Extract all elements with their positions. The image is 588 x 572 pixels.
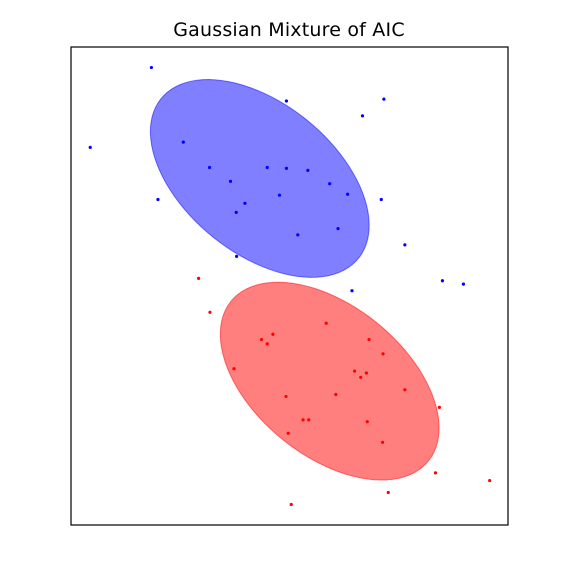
data-point-s2-10 [353,369,356,372]
data-point-s1-13 [328,182,331,185]
data-point-s1-1 [150,66,153,69]
data-point-s2-4 [271,333,274,336]
data-point-s2-8 [381,352,384,355]
data-point-s1-25 [350,289,353,292]
data-point-s1-4 [382,98,385,101]
data-point-s1-17 [243,202,246,205]
data-point-s1-21 [403,243,406,246]
data-point-s2-18 [307,418,310,421]
data-point-s2-14 [334,393,337,396]
data-point-s1-16 [380,198,383,201]
data-point-s1-10 [285,167,288,170]
data-point-s1-3 [285,99,288,102]
data-point-s2-25 [290,503,293,506]
data-point-s2-21 [381,441,384,444]
ellipse-layer [150,80,439,480]
data-point-s1-7 [156,198,159,201]
data-point-s2-17 [301,418,304,421]
data-point-s2-6 [367,338,370,341]
data-point-s2-5 [260,338,263,341]
data-point-s2-13 [403,388,406,391]
data-point-s1-8 [208,166,211,169]
component-ellipse-1 [150,80,369,278]
data-point-s2-23 [488,479,491,482]
data-point-s1-15 [346,193,349,196]
data-point-s2-7 [266,342,269,345]
data-point-s2-3 [325,322,328,325]
data-point-s2-19 [366,420,369,423]
data-point-s1-12 [229,180,232,183]
data-point-s1-20 [296,233,299,236]
data-point-s2-11 [365,371,368,374]
data-point-s2-12 [359,376,362,379]
data-point-s1-14 [278,194,281,197]
data-point-s1-11 [306,169,309,172]
data-point-s1-5 [361,114,364,117]
data-point-s2-9 [232,367,235,370]
data-point-s2-24 [387,491,390,494]
data-point-s2-2 [208,311,211,314]
data-point-s2-15 [284,395,287,398]
data-point-s1-22 [235,255,238,258]
data-point-s2-22 [434,471,437,474]
data-point-s1-2 [89,146,92,149]
data-point-s1-6 [182,141,185,144]
data-point-s2-16 [438,406,441,409]
data-point-s1-24 [462,282,465,285]
data-point-s2-20 [287,432,290,435]
data-point-s1-9 [266,166,269,169]
data-point-s1-19 [336,227,339,230]
component-ellipse-2 [220,282,439,480]
data-point-s1-18 [235,211,238,214]
data-point-s1-23 [441,279,444,282]
data-point-s2-1 [197,277,200,280]
